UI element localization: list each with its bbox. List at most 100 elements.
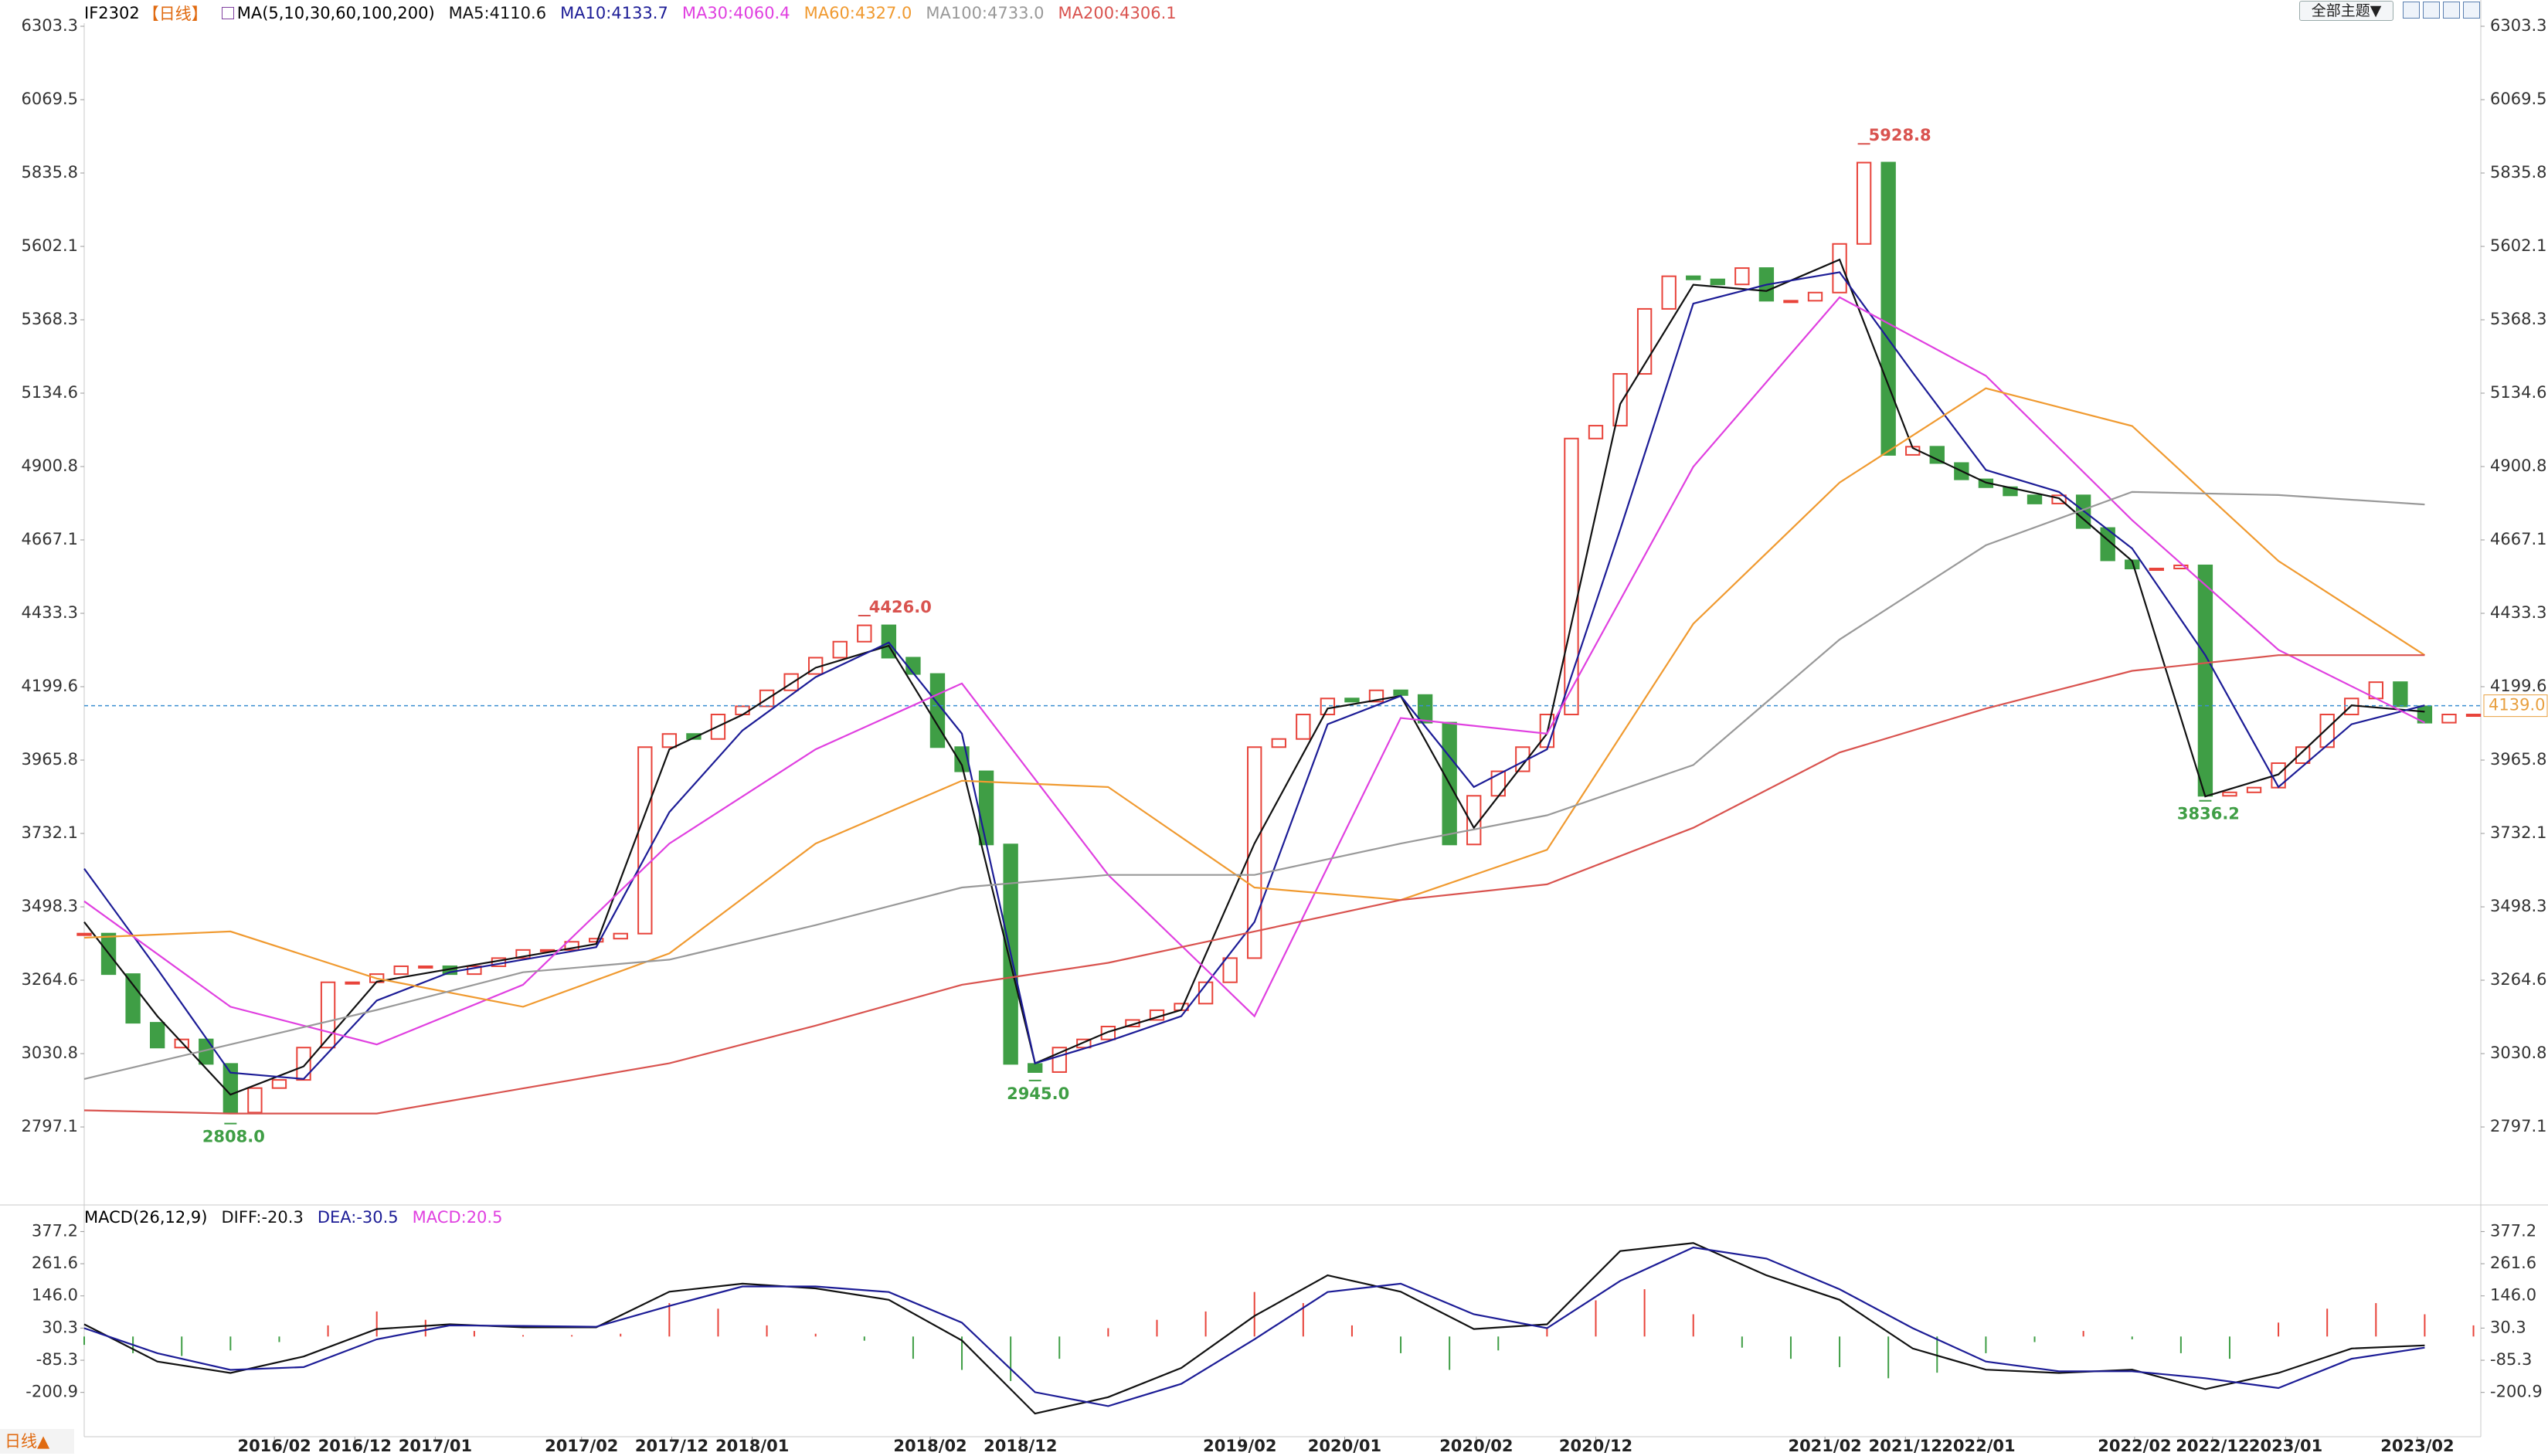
legend-entry: MA100:4733.0 <box>926 4 1045 22</box>
x-tick-label: 2022/02 <box>2098 1437 2171 1455</box>
layout-icon[interactable] <box>2443 2 2460 19</box>
series-line <box>83 490 2425 1080</box>
period-tab[interactable]: 日线▲ <box>0 1429 74 1454</box>
candle <box>637 746 653 935</box>
candle <box>783 673 799 691</box>
layout-icon[interactable] <box>2423 2 2440 19</box>
candle <box>1783 300 1799 304</box>
y-tick-label: 6303.3 <box>22 16 78 35</box>
extreme-label: 4426.0 <box>869 598 932 616</box>
y-tick-label: 3264.6 <box>22 970 78 989</box>
candle <box>613 932 628 940</box>
candle <box>564 941 579 951</box>
theme-button[interactable]: 全部主题▼ <box>2299 1 2393 21</box>
candle <box>1076 1038 1092 1049</box>
candle <box>2319 714 2335 748</box>
candle <box>1247 746 1262 959</box>
legend-entry: MA200:4306.1 <box>1058 4 1177 22</box>
price-legend: IF2302 【日线】 MA(5,10,30,60,100,200) MA5:4… <box>84 2 1177 25</box>
y-tick-label: 3498.3 <box>22 897 78 915</box>
x-tick-label: 2020/02 <box>1439 1437 1513 1455</box>
candle <box>247 1087 263 1114</box>
layout-icon[interactable] <box>2403 2 2420 19</box>
legend-entry: MA30:4060.4 <box>681 4 790 22</box>
y-tick-label: 5835.8 <box>22 163 78 182</box>
y-tick-label-right: 261.6 <box>2490 1254 2536 1272</box>
y-tick-label: 2797.1 <box>22 1117 78 1135</box>
y-tick-label-right: 377.2 <box>2490 1221 2536 1240</box>
y-tick-label: 5134.6 <box>22 383 78 402</box>
y-tick-label-right: 4900.8 <box>2490 456 2546 475</box>
symbol: IF2302 <box>84 4 140 22</box>
x-tick-label: 2017/12 <box>635 1437 708 1455</box>
y-tick-label-right: 30.3 <box>2490 1318 2526 1336</box>
y-tick-label: -85.3 <box>36 1350 78 1369</box>
candle <box>686 733 702 740</box>
candle <box>1710 278 1725 286</box>
candle <box>2393 681 2408 708</box>
y-tick-label-right: -85.3 <box>2490 1350 2532 1369</box>
extreme-label: 5928.8 <box>1869 126 1931 144</box>
candle <box>1661 275 1677 310</box>
y-tick-label-right: 2797.1 <box>2490 1117 2546 1135</box>
candle <box>1222 957 1238 983</box>
candle <box>1344 697 1360 703</box>
macd-legend: MACD(26,12,9) DIFF:-20.3 DEA:-30.5 MACD:20… <box>84 1208 502 1227</box>
candle <box>271 1079 287 1089</box>
extreme-label: 2808.0 <box>202 1128 265 1146</box>
y-tick-label-right: 3498.3 <box>2490 897 2546 915</box>
candle <box>1856 161 1872 245</box>
legend-entry: MA5:4110.6 <box>448 4 547 22</box>
indicator-icon <box>221 7 234 19</box>
x-tick-label: 2017/02 <box>545 1437 618 1455</box>
y-tick-label-right: 4199.6 <box>2490 677 2546 695</box>
candle <box>1100 1026 1116 1040</box>
y-tick-label: 5368.3 <box>22 310 78 328</box>
series-line <box>83 271 2425 1081</box>
x-tick-label: 2016/02 <box>237 1437 311 1455</box>
candle <box>1564 437 1579 716</box>
x-tick-label: 2023/02 <box>2380 1437 2454 1455</box>
x-tick-label: 2018/02 <box>893 1437 967 1455</box>
series-line <box>83 387 2425 1008</box>
candle <box>76 932 92 936</box>
y-tick-label: 5602.1 <box>22 236 78 255</box>
legend-entry: MA10:4133.7 <box>560 4 668 22</box>
candle <box>393 965 409 976</box>
x-tick-label: 2023/01 <box>2249 1437 2322 1455</box>
candle <box>1028 1063 1043 1073</box>
y-tick-label-right: 5835.8 <box>2490 163 2546 182</box>
y-tick-label: 4433.3 <box>22 603 78 622</box>
candle <box>1393 689 1408 696</box>
indicator-label: MA(5,10,30,60,100,200) <box>236 4 435 22</box>
legend-entry: MA60:4327.0 <box>803 4 912 22</box>
y-tick-label: 146.0 <box>32 1286 78 1305</box>
extreme-label: 2945.0 <box>1007 1084 1069 1103</box>
x-tick-label: 2021/02 <box>1788 1437 1861 1455</box>
y-tick-label: 377.2 <box>32 1221 78 1240</box>
y-tick-label: 261.6 <box>32 1254 78 1272</box>
x-tick-label: 2019/02 <box>1203 1437 1276 1455</box>
candle <box>735 705 750 716</box>
candle <box>223 1063 239 1114</box>
y-tick-label: -200.9 <box>25 1383 78 1401</box>
legend-entry: DIFF:-20.3 <box>221 1208 304 1227</box>
candle <box>296 1047 311 1081</box>
candle <box>2149 568 2164 572</box>
candle <box>832 640 848 659</box>
candle <box>515 949 531 959</box>
candle <box>1929 446 1945 464</box>
macd-title: MACD(26,12,9) <box>84 1208 208 1227</box>
candle <box>2027 494 2043 504</box>
layout-icon[interactable] <box>2463 2 2480 19</box>
x-tick-label: 2020/12 <box>1559 1437 1632 1455</box>
candle <box>345 981 360 985</box>
candle <box>467 965 482 976</box>
candle <box>2197 564 2213 797</box>
last-price-label: 4139.0 <box>2489 696 2545 714</box>
y-tick-label-right: -200.9 <box>2490 1383 2543 1401</box>
candle <box>1807 291 1823 302</box>
candle <box>1686 275 1701 280</box>
x-tick-label: 2018/01 <box>715 1437 789 1455</box>
